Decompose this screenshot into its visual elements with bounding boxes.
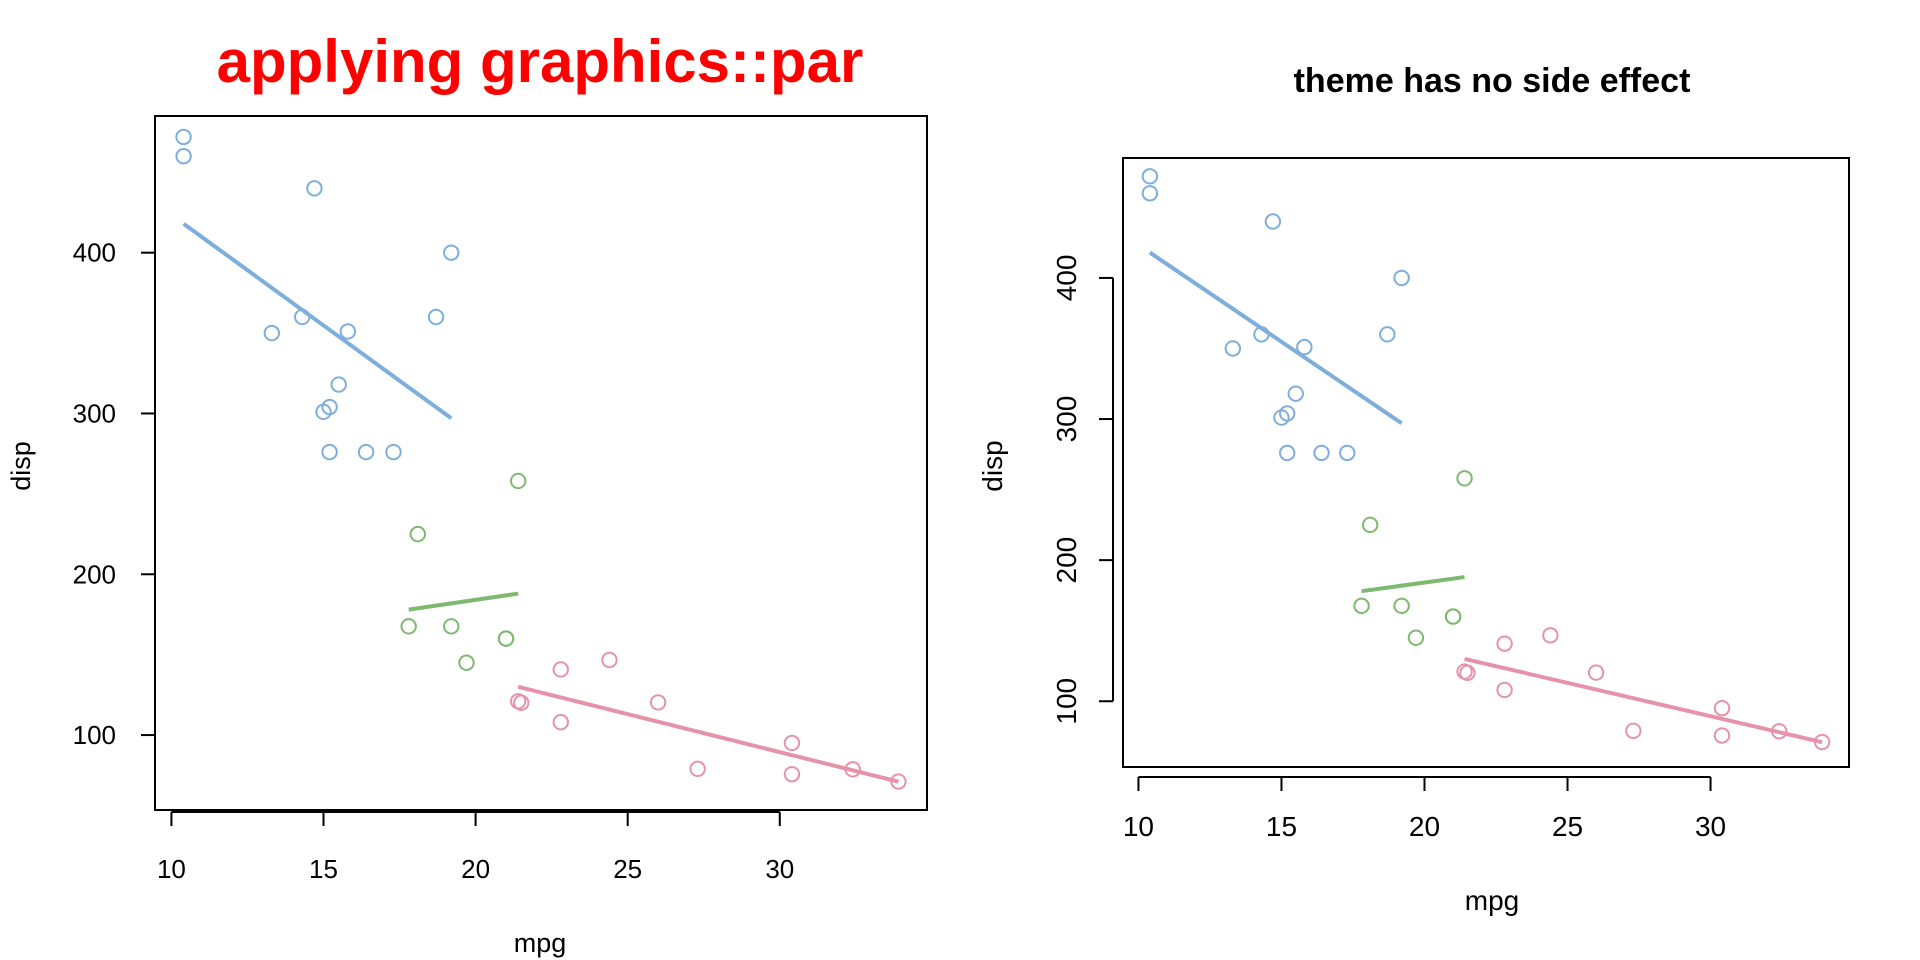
left-data-point — [409, 525, 427, 543]
right-data-point — [1456, 470, 1473, 487]
right-data-point — [1141, 168, 1159, 185]
right-y-tick-label: 200 — [1051, 537, 1082, 584]
right-data-point — [1353, 597, 1370, 615]
right-data-point — [1407, 629, 1425, 646]
left-data-point — [783, 734, 801, 752]
left-data-point — [443, 244, 460, 261]
right-data-point — [1713, 699, 1731, 717]
left-y-axis-label: disp — [6, 441, 36, 491]
right-data-point — [1287, 385, 1304, 402]
left-data-point — [443, 618, 460, 635]
left-x-tick-label: 15 — [309, 854, 338, 884]
left-data-point — [689, 760, 706, 778]
left-fit-line-group_4 — [182, 222, 453, 420]
right-plot-frame — [1122, 157, 1850, 768]
right-x-axis-label: mpg — [1465, 885, 1519, 916]
left-scatter-panel: applying graphics::par mpg disp 10 15 20 25… — [6, 28, 928, 958]
right-data-point — [1313, 444, 1330, 462]
right-data-point — [1278, 444, 1296, 462]
left-data-point — [601, 651, 618, 669]
right-data-point — [1296, 338, 1313, 356]
left-x-tick-label: 30 — [765, 854, 794, 884]
left-data-point — [513, 694, 530, 711]
left-y-tick-label: 200 — [73, 559, 116, 589]
right-y-axis-label: disp — [977, 440, 1008, 491]
left-data-point — [427, 308, 445, 326]
left-data-point — [321, 443, 338, 461]
right-data-point — [1224, 340, 1242, 357]
right-y-tick-label: 100 — [1051, 678, 1082, 725]
right-data-point — [1393, 269, 1410, 287]
right-x-tick-label: 30 — [1695, 811, 1726, 842]
left-series-group_8 — [509, 651, 907, 790]
left-data-point — [552, 714, 569, 731]
right-series-group_8 — [1456, 627, 1831, 751]
left-data-point — [400, 618, 417, 635]
left-x-axis-label: mpg — [514, 928, 567, 958]
left-data-point — [263, 324, 281, 342]
left-data-point — [783, 765, 801, 783]
right-fit-line-group_4 — [1148, 250, 1403, 425]
left-series-group_4 — [175, 128, 460, 461]
right-data-point — [1339, 444, 1356, 462]
left-data-point — [315, 403, 332, 421]
right-data-point — [1813, 733, 1831, 751]
right-data-point — [1141, 185, 1159, 202]
right-data-point — [1625, 722, 1642, 740]
left-data-point — [339, 323, 357, 340]
right-data-point — [1264, 213, 1282, 230]
right-fit-line-group_8 — [1464, 656, 1823, 745]
right-data-point — [1496, 635, 1513, 652]
right-data-point — [1253, 326, 1270, 343]
left-series-group_6 — [400, 472, 527, 671]
left-data-point — [294, 308, 311, 326]
left-data-point — [497, 630, 515, 647]
right-series-group_4 — [1141, 168, 1410, 462]
right-x-tick-label: 15 — [1266, 811, 1297, 842]
left-data-point — [330, 376, 347, 393]
right-data-point — [1444, 608, 1462, 625]
left-data-point — [175, 147, 192, 165]
left-data-point — [385, 443, 402, 461]
left-data-point — [306, 180, 323, 197]
left-chart-title: applying graphics::par — [217, 28, 864, 95]
right-y-tick-label: 300 — [1051, 396, 1082, 443]
right-data-point — [1379, 326, 1396, 343]
left-x-tick-label: 10 — [157, 854, 186, 884]
right-series-group_6 — [1353, 470, 1473, 646]
left-x-tick-label: 25 — [613, 854, 642, 884]
right-data-point — [1273, 409, 1290, 426]
right-data-point — [1361, 516, 1379, 534]
left-x-tick-label: 20 — [461, 854, 490, 884]
right-data-point — [1713, 727, 1731, 744]
left-data-point — [552, 661, 569, 678]
right-fit-line-group_6 — [1361, 575, 1465, 594]
right-data-point — [1587, 664, 1605, 681]
left-y-tick-label: 300 — [73, 398, 116, 428]
left-data-point — [175, 128, 192, 146]
right-x-tick-label: 20 — [1409, 811, 1440, 842]
right-data-point — [1393, 597, 1410, 615]
left-fit-line-group_8 — [517, 684, 899, 784]
right-data-point — [1771, 723, 1788, 740]
right-scatter-panel: theme has no side effect mpg disp 10 15 20… — [977, 62, 1850, 916]
right-data-point — [1542, 627, 1559, 644]
left-data-point — [844, 761, 861, 778]
right-data-point — [1496, 681, 1513, 699]
left-data-point — [890, 773, 907, 790]
left-data-point — [357, 443, 375, 461]
right-data-point — [1459, 664, 1476, 682]
left-data-point — [509, 472, 527, 490]
right-chart-title: theme has no side effect — [1294, 62, 1691, 100]
right-x-tick-label: 25 — [1552, 811, 1583, 842]
right-x-tick-label: 10 — [1123, 811, 1154, 842]
left-data-point — [458, 654, 475, 671]
left-fit-line-group_6 — [408, 591, 519, 612]
left-y-tick-label: 100 — [73, 720, 116, 750]
left-data-point — [649, 694, 667, 711]
right-y-tick-label: 400 — [1051, 255, 1082, 302]
left-plot-frame — [154, 115, 928, 811]
left-y-tick-label: 400 — [73, 238, 116, 268]
